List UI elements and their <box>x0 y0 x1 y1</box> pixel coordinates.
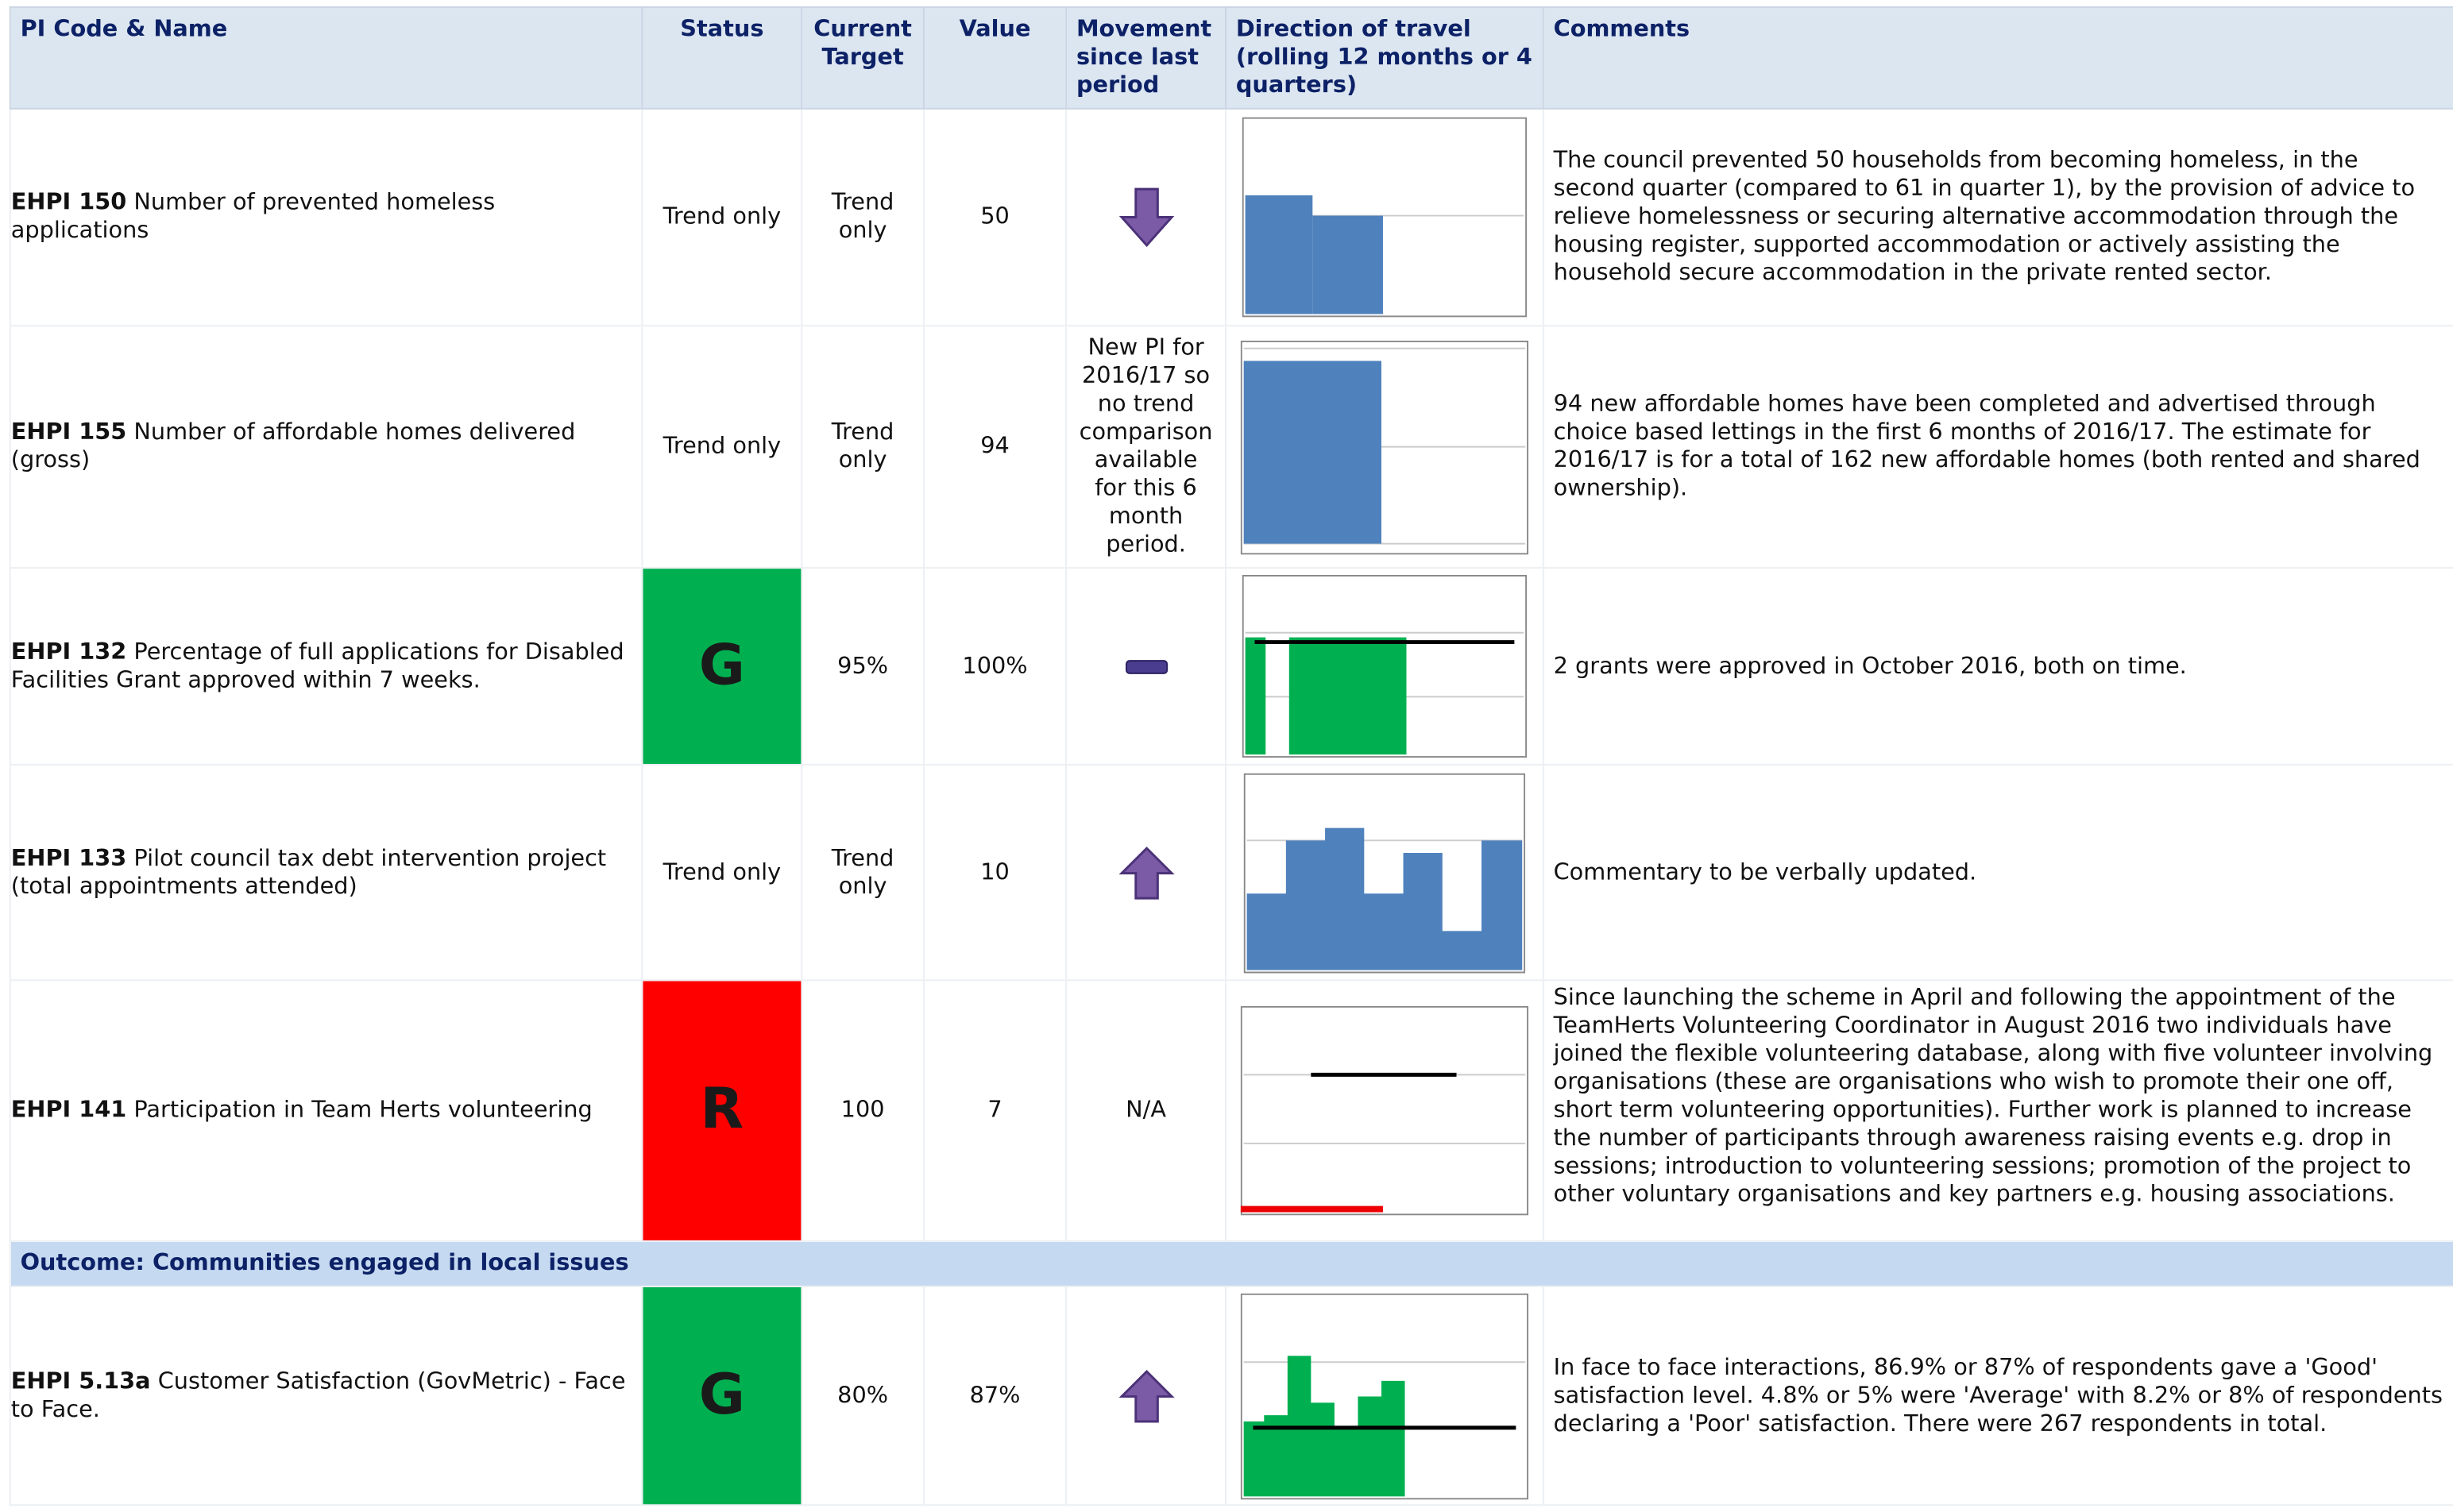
target: Trend only <box>801 763 925 982</box>
pi-code: EHPI 132 <box>10 638 127 665</box>
sparkline <box>1240 1292 1529 1499</box>
sparkline <box>1242 117 1528 318</box>
header-cell: Direction of travel (rolling 12 months o… <box>1225 6 1544 110</box>
status: G <box>641 567 803 766</box>
sparkline <box>1243 772 1526 973</box>
header-cell: Status <box>641 6 803 110</box>
arrow-down <box>1118 187 1174 248</box>
pi-cell: EHPI 133 Pilot council tax debt interven… <box>9 763 643 982</box>
outcome-row: Outcome: Communities engaged in local is… <box>9 1240 2453 1287</box>
target: 95% <box>801 567 925 766</box>
comments: In face to face interactions, 86.9% or 8… <box>1542 1285 2453 1506</box>
movement <box>1065 763 1227 982</box>
target: Trend only <box>801 107 925 327</box>
header-cell: Comments <box>1542 6 2453 110</box>
pi-name: Percentage of full applications for Disa… <box>10 638 624 693</box>
movement <box>1065 567 1227 766</box>
sparkline <box>1240 339 1529 554</box>
value: 10 <box>922 763 1068 982</box>
trend <box>1225 567 1544 766</box>
pi-cell: EHPI 132 Percentage of full applications… <box>9 567 643 766</box>
comments: The council prevented 50 households from… <box>1542 107 2453 327</box>
status: Trend only <box>641 325 803 569</box>
pi-name: Pilot council tax debt intervention proj… <box>10 844 607 900</box>
page: PI Code & Name Status Current Target Val… <box>0 6 2453 1512</box>
value: 50 <box>922 107 1068 327</box>
comments: 94 new affordable homes have been comple… <box>1542 325 2453 569</box>
value: 87% <box>922 1285 1068 1506</box>
target: 100 <box>801 979 925 1242</box>
pi-name: Number of prevented homeless application… <box>10 189 496 244</box>
pi-row: EHPI 132 Percentage of full applications… <box>9 567 2453 766</box>
pi-cell: EHPI 150 Number of prevented homeless ap… <box>9 107 643 327</box>
header-cell: PI Code & Name <box>9 6 643 110</box>
pi-name: Participation in Team Herts volunteering <box>133 1096 593 1124</box>
status: G <box>641 1285 803 1506</box>
target: Trend only <box>801 325 925 569</box>
header-cell: Value <box>922 6 1068 110</box>
movement <box>1065 1285 1227 1506</box>
pi-row: EHPI 150 Number of prevented homeless ap… <box>9 107 2453 327</box>
pi-code: EHPI 133 <box>10 844 127 871</box>
pi-code: EHPI 5.13a <box>10 1367 151 1394</box>
header-cell: Current Target <box>801 6 925 110</box>
movement: New PI for 2016/17 so no trend compariso… <box>1065 325 1227 569</box>
pi-cell: EHPI 141 Participation in Team Herts vol… <box>9 979 643 1242</box>
value: 94 <box>922 325 1068 569</box>
pi-row: EHPI 141 Participation in Team Herts vol… <box>9 979 2453 1242</box>
status: Trend only <box>641 107 803 327</box>
pi-code: EHPI 141 <box>10 1096 127 1124</box>
pi-name: Number of affordable homes delivered (gr… <box>10 418 576 474</box>
movement <box>1065 107 1227 327</box>
comments: Commentary to be verbally updated. <box>1542 763 2453 982</box>
trend <box>1225 763 1544 982</box>
target: 80% <box>801 1285 925 1506</box>
no-change <box>1124 659 1168 673</box>
trend <box>1225 979 1544 1242</box>
pi-row: EHPI 5.13a Customer Satisfaction (GovMet… <box>9 1285 2453 1506</box>
sparkline <box>1240 1005 1529 1216</box>
pi-row: EHPI 133 Pilot council tax debt interven… <box>9 763 2453 982</box>
value: 7 <box>922 979 1068 1242</box>
pi-code: EHPI 155 <box>10 418 127 446</box>
header-cell: Movement since last period <box>1065 6 1227 110</box>
report: PI Code & Name Status Current Target Val… <box>0 6 2453 1512</box>
sparkline <box>1242 574 1528 758</box>
pi-cell: EHPI 155 Number of affordable homes deli… <box>9 325 643 569</box>
header-row: PI Code & Name Status Current Target Val… <box>9 6 2453 110</box>
arrow-up <box>1118 1369 1174 1422</box>
comments: Since launching the scheme in April and … <box>1542 979 2453 1242</box>
status: R <box>641 979 803 1242</box>
trend <box>1225 107 1544 327</box>
trend <box>1225 1285 1544 1506</box>
comments: 2 grants were approved in October 2016, … <box>1542 567 2453 766</box>
value: 100% <box>922 567 1068 766</box>
trend <box>1225 325 1544 569</box>
arrow-up <box>1118 846 1174 899</box>
pi-code: EHPI 150 <box>10 189 127 216</box>
outcome: Outcome: Communities engaged in local is… <box>9 1240 2453 1287</box>
movement: N/A <box>1065 979 1227 1242</box>
pi-row: EHPI 155 Number of affordable homes deli… <box>9 325 2453 569</box>
pi-name: Customer Satisfaction (GovMetric) - Face… <box>10 1367 626 1422</box>
pi-table: PI Code & Name Status Current Target Val… <box>9 6 2453 1506</box>
status: Trend only <box>641 763 803 982</box>
pi-cell: EHPI 5.13a Customer Satisfaction (GovMet… <box>9 1285 643 1506</box>
